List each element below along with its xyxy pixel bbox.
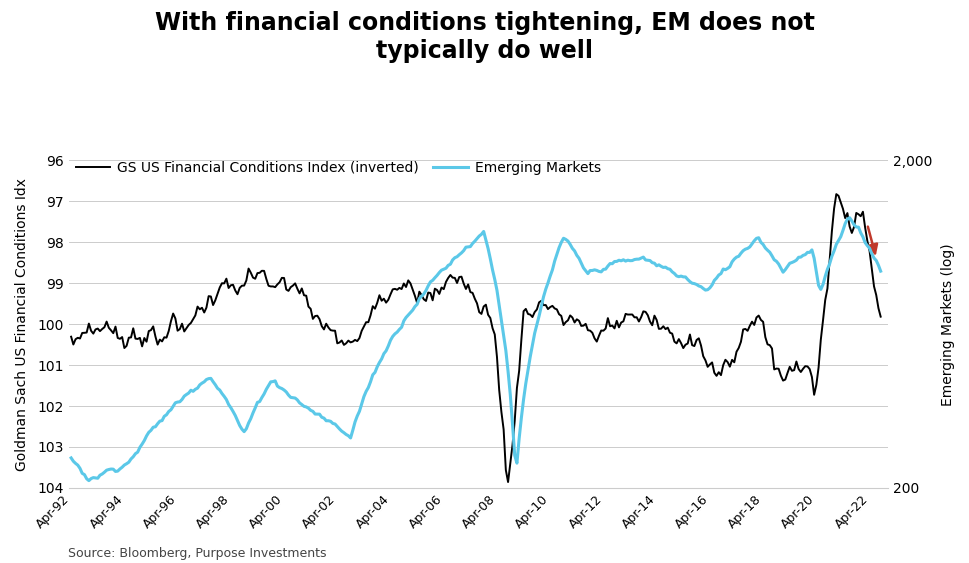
Y-axis label: Emerging Markets (log): Emerging Markets (log) [940, 243, 954, 405]
Y-axis label: Goldman Sach US Financial Conditions Idx: Goldman Sach US Financial Conditions Idx [15, 178, 29, 471]
Legend: GS US Financial Conditions Index (inverted), Emerging Markets: GS US Financial Conditions Index (invert… [76, 161, 600, 175]
Text: With financial conditions tightening, EM does not
typically do well: With financial conditions tightening, EM… [155, 11, 814, 63]
Text: Source: Bloomberg, Purpose Investments: Source: Bloomberg, Purpose Investments [68, 547, 326, 560]
